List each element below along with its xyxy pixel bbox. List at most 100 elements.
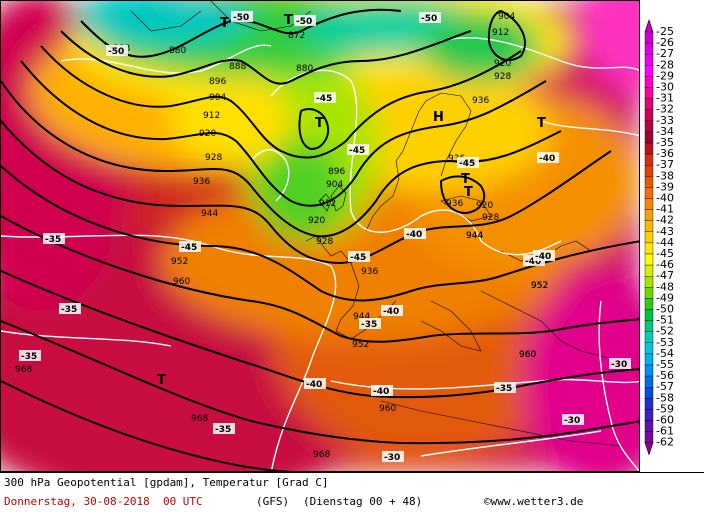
geopotential-label: 920: [199, 129, 216, 139]
geopotential-label: 896: [209, 77, 226, 87]
geopotential-label: 912: [319, 199, 336, 209]
geopotential-label: 920: [308, 216, 325, 226]
temperature-label: -30: [384, 453, 400, 463]
low-pressure-symbol: T: [461, 172, 470, 187]
legend-swatch: [644, 375, 654, 388]
temperature-label-bg: [304, 378, 326, 389]
temperature-label-bg: [457, 157, 479, 168]
temperature-labels: -50-50-50-50-45-45-45-45-45-40-40-40-40-…: [19, 11, 631, 463]
color-scale: -25-26-27-28-29-30-31-32-33-34-35-36-37-…: [644, 19, 674, 456]
run-info: (Dienstag 00 + 48): [303, 495, 423, 508]
temperature-label-bg: [537, 152, 559, 163]
geopotential-labels: 8728808888969049129209289369449529609688…: [15, 12, 548, 460]
temperature-label-bg: [231, 11, 253, 22]
geopotential-label: 952: [531, 281, 548, 291]
legend-label: -32: [656, 103, 674, 116]
temperature-legend: -25 -26 -27 -28 -29 -30 -31 -32 -33 -34 -35 -36 -37-…: [641, 0, 704, 472]
legend-label: -58: [656, 391, 674, 404]
geopotential-label: 952: [171, 257, 188, 267]
geopotential-label: 928: [494, 72, 511, 82]
geopotential-label: 888: [229, 62, 246, 72]
low-pressure-symbol: T: [220, 16, 229, 31]
temperature-label: -50: [108, 47, 124, 57]
temperature-label-bg: [494, 382, 516, 393]
temperature-label: -30: [611, 360, 627, 370]
temperature-label: -45: [349, 146, 365, 156]
geopotential-label: 920: [476, 201, 493, 211]
legend-label: -45: [656, 247, 674, 260]
geopotential-label: 968: [191, 414, 208, 424]
legend-label: -31: [656, 92, 674, 105]
geopotential-label: 928: [205, 153, 222, 163]
temperature-label-bg: [106, 45, 128, 56]
geopotential-label: 912: [203, 111, 220, 121]
legend-label: -27: [656, 47, 674, 60]
geopotential-label: 952: [352, 340, 369, 350]
legend-swatch: [644, 409, 654, 421]
legend-label: -43: [656, 225, 674, 238]
legend-swatch: [644, 131, 654, 144]
temperature-label-bg: [294, 15, 316, 26]
legend-swatch: [644, 87, 654, 99]
legend-label: -26: [656, 36, 674, 49]
temperature-label: -50: [421, 14, 437, 24]
legend-swatch: [644, 187, 654, 199]
geopotential-label: 904: [209, 93, 226, 103]
geopotential-label: 960: [519, 350, 536, 360]
geopotential-label: 904: [498, 12, 515, 22]
legend-swatch: [644, 309, 654, 321]
legend-label: -47: [656, 269, 674, 282]
geopotential-label: 936: [472, 96, 489, 106]
temperature-label-bg: [59, 303, 81, 314]
legend-label: -59: [656, 402, 674, 415]
legend-label: -53: [656, 336, 674, 349]
legend-label: -52: [656, 325, 674, 338]
legend-label: -55: [656, 358, 674, 371]
legend-label: -40: [656, 192, 674, 205]
temperature-label-bg: [381, 305, 403, 316]
chart-title: 300 hPa Geopotential [gpdam], Temperatur…: [4, 476, 329, 489]
temperature-label: -50: [296, 17, 312, 27]
legend-swatch: [644, 287, 654, 299]
legend-swatch: [644, 109, 654, 121]
temperature-label: -30: [564, 416, 580, 426]
credit-link[interactable]: ©www.wetter3.de: [484, 495, 584, 508]
geopotential-label: 960: [379, 404, 396, 414]
temperature-label: -50: [233, 13, 249, 23]
temperature-label: -40: [539, 154, 555, 164]
legend-label: -56: [656, 369, 674, 382]
legend-label: -44: [656, 236, 674, 249]
legend-arrow-bottom: [644, 442, 654, 456]
temperature-label: -35: [45, 235, 61, 245]
temperature-label: -45: [350, 253, 366, 263]
geopotential-label: 960: [173, 277, 190, 287]
legend-label: -39: [656, 180, 674, 193]
geopotential-label: 912: [492, 28, 509, 38]
legend-label: -62: [656, 436, 674, 449]
temperature-label-bg: [382, 451, 404, 462]
legend-label: -60: [656, 414, 674, 427]
legend-swatch: [644, 176, 654, 188]
temperature-label: -35: [21, 352, 37, 362]
legend-label: -61: [656, 425, 674, 438]
temperature-label: -35: [215, 425, 231, 435]
legend-label: -34: [656, 125, 674, 138]
legend-swatch: [644, 420, 654, 432]
legend-swatch: [644, 242, 654, 255]
legend-swatch: [644, 153, 654, 166]
temperature-label-bg: [359, 318, 381, 329]
legend-swatch: [644, 220, 654, 232]
legend-swatch: [644, 264, 654, 277]
legend-swatch: [644, 164, 654, 177]
geopotential-label: 952: [531, 281, 548, 291]
geopotential-label: 896: [328, 167, 345, 177]
temperature-label: -45: [459, 159, 475, 169]
temperature-label: -40: [373, 387, 389, 397]
map-panel: 872 880 888 896 904 912 920 928 936 944 952 960 968 8…: [0, 0, 640, 472]
legend-swatch: [644, 353, 654, 366]
legend-swatch: [644, 142, 654, 155]
legend-label: -57: [656, 380, 674, 393]
legend-swatch: [644, 120, 654, 133]
